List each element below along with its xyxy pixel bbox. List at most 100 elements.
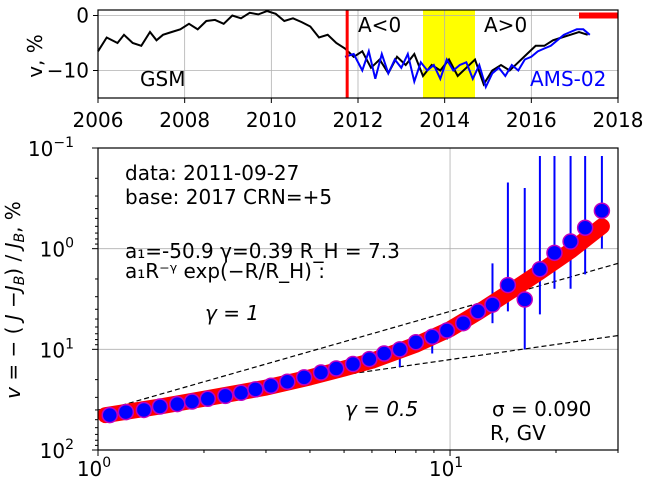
data-point xyxy=(262,377,280,394)
data-point xyxy=(361,350,378,368)
data-point xyxy=(169,395,186,413)
data-points xyxy=(101,202,611,424)
data-point xyxy=(407,333,425,351)
fit-formula-label: a₁R⁻ᵞ exp(−R/R_H) : xyxy=(125,259,325,283)
time-series-panel: 2006 2008 2010 2012 2014 2016 2018 0 −10 v, % GS… xyxy=(23,4,643,133)
top-markers xyxy=(345,10,618,98)
data-point xyxy=(279,373,296,391)
bottom-axes-frame xyxy=(97,147,619,451)
data-point xyxy=(183,393,201,410)
a-negative-label: A<0 xyxy=(358,13,401,37)
data-point xyxy=(546,244,563,262)
tick-exponent: 0 xyxy=(102,455,111,471)
gamma-1-label: γ = 1 xyxy=(205,301,259,325)
data-point xyxy=(454,314,472,332)
yellow-band xyxy=(423,10,475,98)
ylabel-jb: J xyxy=(1,285,25,295)
data-point xyxy=(499,276,517,294)
tick-exponent: 1 xyxy=(65,336,74,352)
data-point xyxy=(135,401,153,419)
ylabel-eq: = − ( xyxy=(1,320,25,387)
data-point xyxy=(151,398,169,415)
bottom-xtick-label: 100 xyxy=(77,455,111,481)
error-bars xyxy=(398,155,603,368)
bottom-ytick-label: 102 xyxy=(40,437,74,463)
data-point xyxy=(295,369,313,386)
power-law-lines xyxy=(97,262,619,413)
top-ytick-label: −10 xyxy=(47,59,89,83)
top-xtick-label: 2008 xyxy=(159,108,210,132)
power-law-line-1 xyxy=(97,262,619,413)
ylabel-j: J xyxy=(1,314,25,324)
data-point xyxy=(327,360,345,377)
ylabel-close: ) / xyxy=(1,248,25,275)
top-ylabel: v, % xyxy=(23,34,47,78)
data-point xyxy=(312,364,330,381)
tick-base: 10 xyxy=(40,238,65,262)
ylabel-b2: B xyxy=(12,233,28,243)
series-line-gsm xyxy=(97,10,589,87)
tick-base: 10 xyxy=(40,338,65,362)
base-label: base: 2017 CRN=+5 xyxy=(125,185,332,209)
data-point xyxy=(199,390,216,408)
ylabel-minus: − xyxy=(1,291,25,314)
data-point xyxy=(391,341,409,358)
top-xtick-label: 2016 xyxy=(506,108,557,132)
gsm-label: GSM xyxy=(140,67,185,91)
bottom-ytick-label: 101 xyxy=(40,336,74,362)
data-point xyxy=(232,384,250,402)
data-point xyxy=(247,381,264,398)
ylabel-b1: B xyxy=(12,276,28,286)
a-positive-label: A>0 xyxy=(484,13,527,37)
highlight-band xyxy=(423,10,475,98)
data-point xyxy=(593,202,611,219)
data-point xyxy=(576,219,594,237)
bottom-ytick-label: 10−1 xyxy=(28,135,74,161)
tick-base: 10 xyxy=(40,439,65,463)
top-xtick-label: 2006 xyxy=(73,108,124,132)
tick-base: 10 xyxy=(77,457,102,481)
bottom-ylabel: v = − ( J −JB) / JB, % xyxy=(1,201,28,399)
series-line-ams-02 xyxy=(344,28,591,90)
top-xtick-label: 2010 xyxy=(246,108,297,132)
top-ytick-label: 0 xyxy=(76,4,89,28)
data-point xyxy=(438,322,456,339)
tick-exponent: 1 xyxy=(454,455,463,471)
data-point xyxy=(484,296,501,313)
tick-base: 10 xyxy=(28,137,53,161)
tick-exponent: −1 xyxy=(53,135,74,151)
data-point xyxy=(217,387,234,405)
top-xtick-label: 2014 xyxy=(419,108,470,132)
fit-params-label: a₁=-50.9 γ=0.39 R_H = 7.3 xyxy=(125,239,400,263)
data-point xyxy=(344,355,362,373)
ylabel-v: v xyxy=(1,386,25,399)
data-point xyxy=(516,291,533,308)
data-point xyxy=(423,328,441,346)
data-point xyxy=(531,260,549,278)
top-series xyxy=(97,10,591,90)
top-xtick-label: 2018 xyxy=(593,108,644,132)
ylabel-jb2: J xyxy=(1,242,25,252)
tick-base: 10 xyxy=(429,457,454,481)
gamma-05-label: γ = 0.5 xyxy=(345,397,418,421)
data-point xyxy=(375,345,393,362)
tick-exponent: 0 xyxy=(65,236,74,252)
bottom-ytick-label: 100 xyxy=(40,236,74,262)
data-point xyxy=(562,233,579,250)
top-grid xyxy=(97,10,619,98)
tick-exponent: 2 xyxy=(65,437,74,453)
top-xtick-label: 2012 xyxy=(333,108,384,132)
x-unit-label: R, GV xyxy=(490,421,546,445)
ylabel-pct: , % xyxy=(1,201,25,233)
bottom-xtick-label: 101 xyxy=(429,455,463,481)
ams-label: AMS-02 xyxy=(530,67,606,91)
sigma-label: σ = 0.090 xyxy=(492,397,591,421)
data-point xyxy=(101,406,119,424)
data-point xyxy=(469,303,487,320)
data-point xyxy=(117,403,135,421)
top-ticks: 2006 2008 2010 2012 2014 2016 2018 0 −10 xyxy=(47,4,644,133)
data-date-label: data: 2011-09-27 xyxy=(125,161,299,185)
